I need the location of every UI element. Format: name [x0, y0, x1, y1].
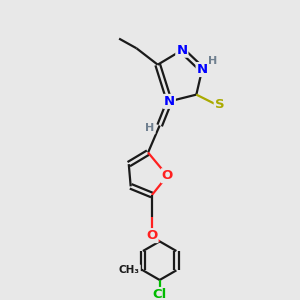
Text: S: S	[215, 98, 224, 111]
Text: N: N	[196, 63, 208, 76]
Text: O: O	[146, 229, 158, 242]
Text: O: O	[162, 169, 173, 182]
Text: CH₃: CH₃	[119, 265, 140, 275]
Text: H: H	[208, 56, 218, 66]
Text: H: H	[146, 123, 154, 134]
Text: N: N	[176, 44, 188, 57]
Text: Cl: Cl	[152, 288, 167, 300]
Text: N: N	[164, 95, 175, 108]
